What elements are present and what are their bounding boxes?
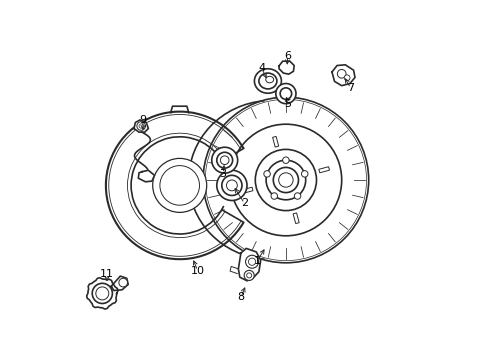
Polygon shape xyxy=(238,248,260,281)
Text: 5: 5 xyxy=(284,99,291,109)
Circle shape xyxy=(301,171,307,177)
Ellipse shape xyxy=(254,69,281,93)
Circle shape xyxy=(245,255,258,268)
Circle shape xyxy=(137,122,145,130)
Text: 3: 3 xyxy=(219,168,226,179)
Circle shape xyxy=(222,175,242,195)
Circle shape xyxy=(337,69,346,78)
Circle shape xyxy=(255,149,316,211)
Circle shape xyxy=(265,160,305,200)
Circle shape xyxy=(278,173,292,187)
Circle shape xyxy=(216,152,232,168)
Text: 1: 1 xyxy=(253,256,260,266)
Text: 4: 4 xyxy=(258,63,265,73)
Circle shape xyxy=(244,270,254,280)
Text: 6: 6 xyxy=(284,51,291,61)
Circle shape xyxy=(273,167,298,193)
Polygon shape xyxy=(86,278,118,309)
Circle shape xyxy=(152,158,206,212)
Circle shape xyxy=(160,166,199,205)
Circle shape xyxy=(344,75,349,81)
Polygon shape xyxy=(111,276,128,291)
Circle shape xyxy=(246,273,251,278)
Circle shape xyxy=(294,193,300,199)
Circle shape xyxy=(92,283,112,303)
Circle shape xyxy=(205,99,366,261)
Polygon shape xyxy=(279,61,294,74)
Circle shape xyxy=(211,147,237,173)
Text: 7: 7 xyxy=(346,83,353,93)
Bar xyxy=(318,167,329,173)
Bar xyxy=(242,187,252,193)
Text: 8: 8 xyxy=(237,292,244,302)
Text: 11: 11 xyxy=(100,269,114,279)
Polygon shape xyxy=(134,120,148,132)
Circle shape xyxy=(282,157,288,163)
Text: 2: 2 xyxy=(241,198,247,208)
Circle shape xyxy=(230,124,341,236)
Circle shape xyxy=(220,156,228,165)
Circle shape xyxy=(270,193,277,199)
Circle shape xyxy=(203,97,368,263)
Text: 9: 9 xyxy=(139,114,146,125)
Polygon shape xyxy=(331,65,354,86)
Text: 10: 10 xyxy=(190,266,204,276)
Circle shape xyxy=(280,88,291,99)
Bar xyxy=(272,136,278,147)
Circle shape xyxy=(275,84,295,104)
Circle shape xyxy=(264,171,270,177)
Circle shape xyxy=(96,287,108,300)
Circle shape xyxy=(216,170,246,201)
Circle shape xyxy=(226,180,237,191)
Circle shape xyxy=(248,258,255,265)
Polygon shape xyxy=(138,170,154,182)
Circle shape xyxy=(119,278,127,287)
Circle shape xyxy=(139,124,143,128)
Bar xyxy=(292,213,299,224)
